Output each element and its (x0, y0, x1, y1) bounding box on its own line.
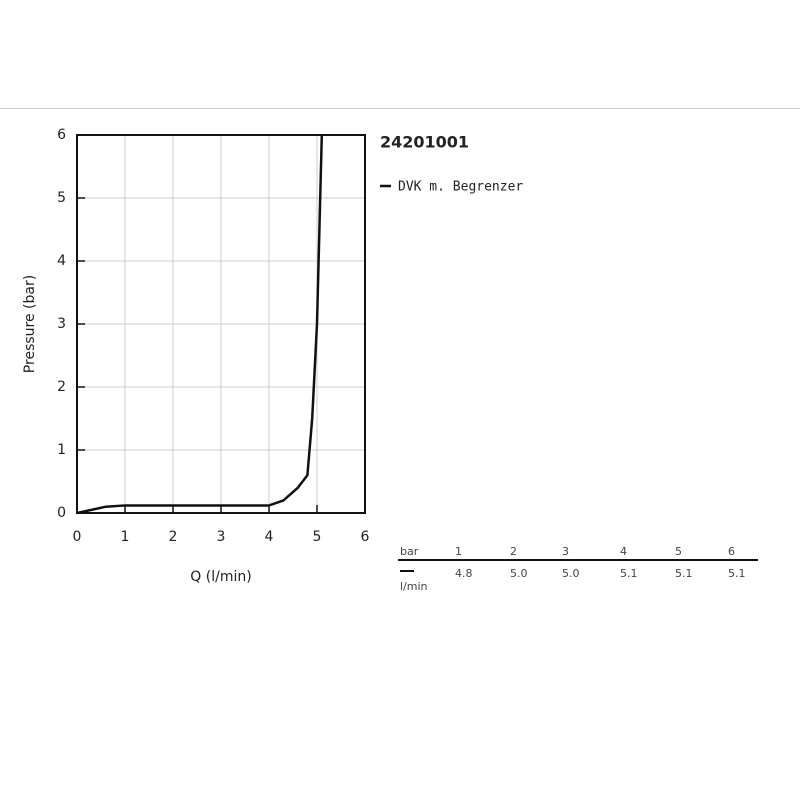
x-tick-label: 3 (217, 529, 226, 545)
table-cell: l/min (400, 580, 428, 593)
table-cell: 5.1 (728, 567, 746, 580)
y-tick-label: 5 (57, 190, 66, 206)
table-header: 4 (620, 545, 627, 558)
x-tick-label: 6 (361, 529, 370, 545)
table-header: 3 (562, 545, 569, 558)
table-cell: 5.1 (620, 567, 638, 580)
x-tick-label: 4 (265, 529, 274, 545)
table-cell: 4.8 (455, 567, 473, 580)
x-tick-label: 5 (313, 529, 322, 545)
x-tick-label: 2 (169, 529, 178, 545)
x-axis-label: Q (l/min) (190, 569, 251, 585)
table-header: 6 (728, 545, 735, 558)
legend-label: DVK m. Begrenzer (398, 180, 523, 195)
table-cell: 5.0 (562, 567, 580, 580)
x-tick-label: 1 (121, 529, 130, 545)
table-header: 5 (675, 545, 682, 558)
plot-frame (76, 134, 366, 514)
table-header: bar (400, 545, 419, 558)
y-tick-label: 0 (57, 505, 66, 521)
table-cell: 5.1 (675, 567, 693, 580)
x-tick-label: 0 (73, 529, 82, 545)
chart-title: 24201001 (380, 133, 469, 152)
table-header: 1 (455, 545, 462, 558)
y-tick-label: 2 (57, 379, 66, 395)
y-tick-label: 3 (57, 316, 66, 332)
y-tick-label: 6 (57, 127, 66, 143)
table-cell: 5.0 (510, 567, 528, 580)
data-line (76, 134, 324, 515)
y-tick-label: 4 (57, 253, 66, 269)
y-tick-label: 1 (57, 442, 66, 458)
y-axis-label: Pressure (bar) (22, 275, 38, 373)
table-header: 2 (510, 545, 517, 558)
